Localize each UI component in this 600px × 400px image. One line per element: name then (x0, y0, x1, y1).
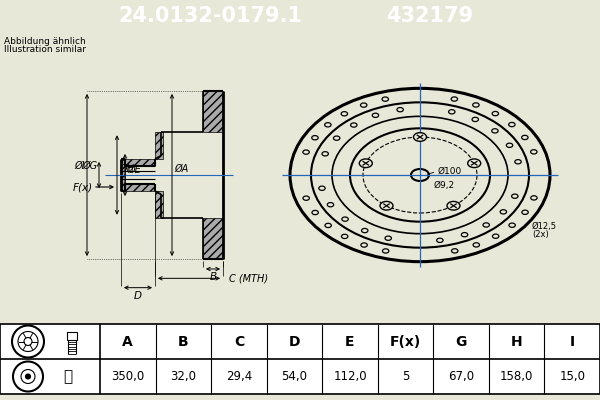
Circle shape (382, 249, 389, 253)
Text: ØA: ØA (174, 163, 188, 173)
Text: B: B (209, 272, 217, 282)
Circle shape (342, 217, 348, 221)
Circle shape (319, 186, 325, 190)
Circle shape (522, 210, 528, 214)
Circle shape (312, 210, 319, 215)
Circle shape (473, 243, 479, 247)
Text: A: A (122, 334, 133, 348)
Text: 350,0: 350,0 (111, 370, 145, 383)
Circle shape (362, 228, 368, 233)
Bar (121, 159, 125, 191)
Circle shape (473, 103, 479, 107)
Text: ØI: ØI (74, 161, 85, 171)
Text: Illustration similar: Illustration similar (4, 45, 86, 54)
Circle shape (312, 136, 318, 140)
Circle shape (397, 108, 403, 112)
Text: E: E (345, 334, 355, 348)
Text: 5: 5 (402, 370, 409, 383)
Circle shape (361, 103, 367, 107)
Circle shape (303, 196, 310, 200)
Circle shape (483, 223, 490, 227)
Circle shape (325, 223, 331, 228)
Text: Ø12,5: Ø12,5 (532, 222, 557, 232)
Text: Ø100: Ø100 (438, 166, 462, 176)
Circle shape (521, 135, 528, 140)
Text: ØE: ØE (127, 165, 141, 175)
Text: 112,0: 112,0 (333, 370, 367, 383)
Text: Ø9,2: Ø9,2 (434, 181, 455, 190)
Circle shape (372, 113, 379, 118)
Circle shape (413, 133, 427, 141)
Text: 432179: 432179 (386, 6, 473, 26)
Bar (155, 191, 163, 218)
Circle shape (493, 234, 499, 238)
Text: C: C (234, 334, 244, 348)
Text: 15,0: 15,0 (559, 370, 585, 383)
Text: 29,4: 29,4 (226, 370, 252, 383)
Text: I: I (569, 334, 575, 348)
Circle shape (515, 160, 521, 164)
Circle shape (449, 110, 455, 114)
Text: Abbildung ähnlich: Abbildung ähnlich (4, 37, 86, 46)
Text: G: G (455, 334, 467, 348)
Text: ØH: ØH (119, 163, 134, 173)
Text: C (MTH): C (MTH) (229, 273, 268, 283)
Circle shape (359, 159, 372, 168)
Text: (2x): (2x) (532, 230, 549, 240)
Text: 54,0: 54,0 (281, 370, 307, 383)
Circle shape (492, 129, 498, 133)
Circle shape (530, 150, 537, 154)
Bar (0, 324, 600, 394)
Text: ØG: ØG (82, 161, 97, 171)
Circle shape (380, 202, 393, 210)
Bar (203, 91, 223, 132)
Text: 🔧: 🔧 (64, 369, 73, 384)
Circle shape (531, 196, 537, 200)
Circle shape (512, 194, 518, 198)
Text: D: D (289, 334, 300, 348)
Circle shape (461, 232, 468, 237)
Circle shape (492, 112, 499, 116)
Circle shape (325, 123, 331, 127)
Circle shape (472, 117, 478, 122)
Circle shape (350, 123, 357, 127)
Circle shape (500, 210, 506, 214)
Text: 32,0: 32,0 (170, 370, 196, 383)
Circle shape (452, 249, 458, 253)
Text: F(x): F(x) (390, 334, 421, 348)
Circle shape (334, 136, 340, 140)
Circle shape (322, 152, 328, 156)
Text: 67,0: 67,0 (448, 370, 474, 383)
Circle shape (509, 122, 515, 127)
Circle shape (303, 150, 309, 154)
Text: F(x): F(x) (73, 182, 93, 192)
Text: B: B (178, 334, 188, 348)
Circle shape (327, 202, 334, 207)
Bar (203, 218, 223, 259)
Bar (67, 332, 77, 340)
Circle shape (341, 112, 347, 116)
Bar (155, 132, 163, 159)
Circle shape (509, 223, 515, 227)
Circle shape (25, 374, 31, 379)
Circle shape (361, 243, 367, 247)
Bar (121, 184, 155, 191)
Circle shape (382, 97, 388, 101)
Bar (121, 159, 155, 166)
Circle shape (385, 236, 391, 240)
Circle shape (506, 143, 513, 148)
Text: H: H (511, 334, 523, 348)
Text: 24.0132-0179.1: 24.0132-0179.1 (118, 6, 302, 26)
Circle shape (341, 234, 348, 238)
Circle shape (468, 159, 481, 168)
Text: D: D (134, 291, 142, 301)
Circle shape (437, 238, 443, 242)
Circle shape (411, 169, 429, 181)
Text: 158,0: 158,0 (500, 370, 533, 383)
Circle shape (447, 202, 460, 210)
Circle shape (451, 97, 458, 101)
